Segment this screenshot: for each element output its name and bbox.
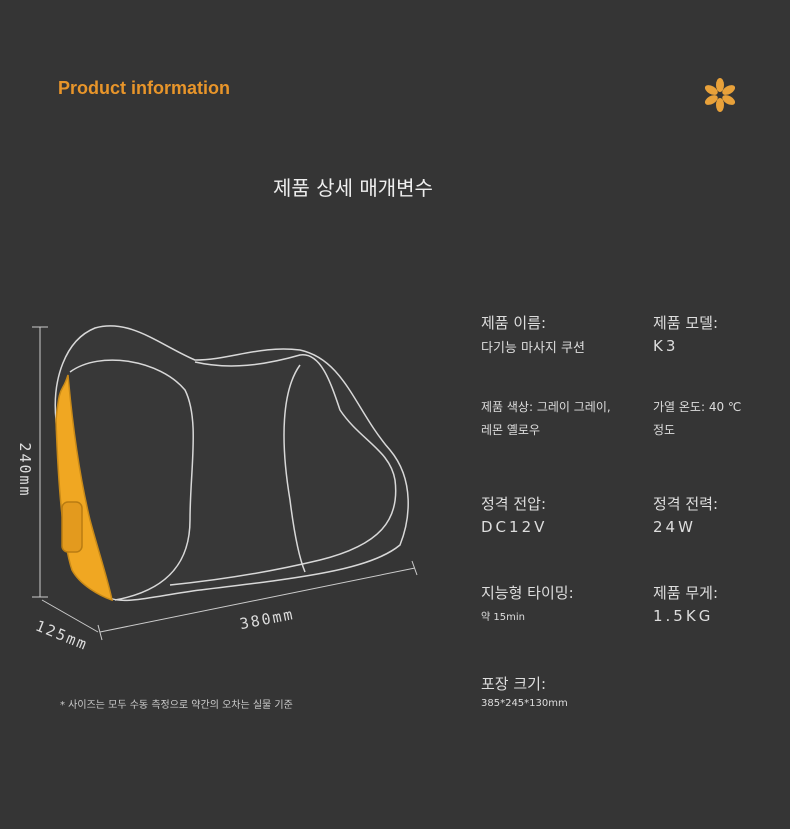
heading: 제품 상세 매개변수 (273, 176, 433, 200)
width-label: 380mm (238, 605, 296, 633)
spec-label: 정격 전력: (653, 495, 719, 513)
note: * 사이즈는 모두 수동 측정으로 약간의 오차는 실물 기준 (60, 700, 293, 711)
section-title: Product information (58, 78, 230, 98)
spec-value: 24W (653, 518, 696, 536)
spec-value: 385*245*130mm (481, 698, 568, 709)
flower-icon (704, 78, 736, 112)
spec-label: 제품 모델: (653, 314, 719, 332)
spec-label: 제품 무게: (653, 584, 719, 602)
height-label: 240mm (16, 442, 34, 497)
spec-text: 제품 색상: 그레이 그레이, 레몬 옐로우 (481, 400, 611, 437)
pillow (54, 325, 409, 602)
spec-value: DC12V (481, 518, 548, 536)
spec-value: 다기능 마사지 쿠션 (481, 341, 585, 356)
spec-label: 포장 크기: (481, 675, 547, 693)
spec-value: K3 (653, 337, 679, 355)
spec-label: 제품 이름: (481, 314, 547, 332)
spec-text: 가열 온도: 40 ℃ 정도 (653, 400, 742, 437)
spec-value: 1.5KG (653, 607, 714, 625)
spec-label: 정격 전압: (481, 495, 547, 513)
dimension-lines (32, 326, 418, 641)
depth-label: 125mm (33, 617, 91, 654)
spec-label: 지능형 타이밍: (481, 584, 574, 602)
spec-value: 약 15min (481, 612, 525, 623)
